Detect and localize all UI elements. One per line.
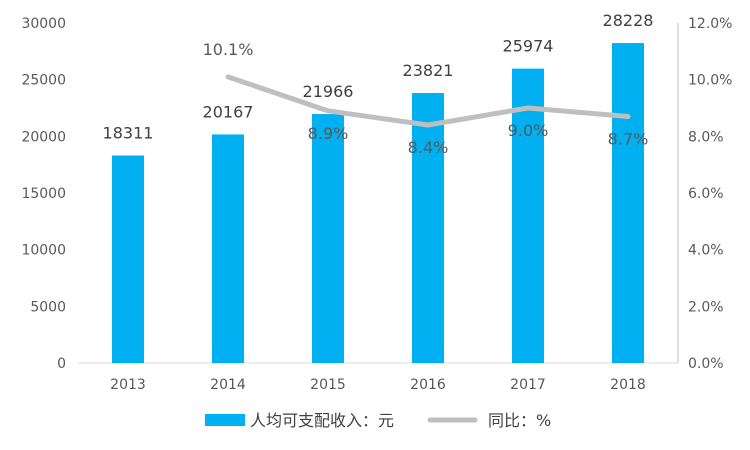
bar bbox=[612, 43, 644, 363]
bar-data-labels: 18311 20167 21966 23821 25974 28228 bbox=[103, 11, 654, 142]
right-axis-tick-label: 8.0% bbox=[688, 129, 724, 145]
line-data-label: 8.9% bbox=[308, 124, 349, 143]
x-axis-tick-label: 2018 bbox=[610, 377, 646, 393]
right-axis-tick-label: 6.0% bbox=[688, 186, 724, 202]
bar bbox=[312, 114, 344, 363]
bar-data-label: 25974 bbox=[503, 37, 554, 56]
left-axis-tick-label: 30000 bbox=[21, 16, 66, 32]
line-data-label: 9.0% bbox=[508, 121, 549, 140]
bar bbox=[512, 68, 544, 364]
left-axis-ticks: 0 5000 10000 15000 20000 25000 30000 bbox=[21, 16, 66, 372]
bar-data-label: 18311 bbox=[103, 123, 154, 142]
line-data-labels: 10.1% 8.9% 8.4% 9.0% 8.7% bbox=[203, 40, 649, 157]
right-axis-ticks: 0.0% 2.0% 4.0% 6.0% 8.0% 10.0% 12.0% bbox=[688, 16, 732, 372]
left-axis-tick-label: 0 bbox=[57, 356, 66, 372]
left-axis-tick-label: 20000 bbox=[21, 129, 66, 145]
line-data-label: 8.4% bbox=[408, 138, 449, 157]
bar bbox=[412, 93, 444, 364]
legend-bar-label: 人均可支配收入：元 bbox=[250, 411, 394, 430]
right-axis-tick-label: 10.0% bbox=[688, 73, 732, 89]
bar-data-label: 20167 bbox=[203, 102, 254, 121]
x-axis-tick-label: 2015 bbox=[310, 377, 346, 393]
bar-data-label: 21966 bbox=[303, 82, 354, 101]
left-axis-tick-label: 15000 bbox=[21, 186, 66, 202]
x-axis-tick-label: 2017 bbox=[510, 377, 546, 393]
x-axis-tick-label: 2013 bbox=[110, 377, 146, 393]
bar-series bbox=[112, 43, 644, 364]
left-axis-tick-label: 5000 bbox=[30, 299, 66, 315]
bar bbox=[212, 134, 244, 363]
legend-bar-swatch bbox=[205, 414, 245, 426]
left-axis-tick-label: 25000 bbox=[21, 73, 66, 89]
line-data-label: 10.1% bbox=[203, 40, 254, 59]
right-axis-tick-label: 12.0% bbox=[688, 16, 732, 32]
x-axis-tick-label: 2016 bbox=[410, 377, 446, 393]
legend-line-label: 同比：% bbox=[488, 411, 551, 430]
x-axis-ticks: 2013 2014 2015 2016 2017 2018 bbox=[110, 377, 646, 393]
x-axis-tick-label: 2014 bbox=[210, 377, 246, 393]
left-axis-tick-label: 10000 bbox=[21, 243, 66, 259]
right-axis-tick-label: 4.0% bbox=[688, 243, 724, 259]
bar bbox=[112, 155, 144, 363]
bar-data-label: 28228 bbox=[603, 11, 654, 30]
right-axis-tick-label: 0.0% bbox=[688, 356, 724, 372]
line-data-label: 8.7% bbox=[608, 130, 649, 149]
right-axis-tick-label: 2.0% bbox=[688, 299, 724, 315]
bar-data-label: 23821 bbox=[403, 61, 454, 80]
line-series-path bbox=[225, 74, 631, 128]
line-series bbox=[225, 74, 631, 128]
legend: 人均可支配收入：元 同比：% bbox=[205, 411, 551, 430]
